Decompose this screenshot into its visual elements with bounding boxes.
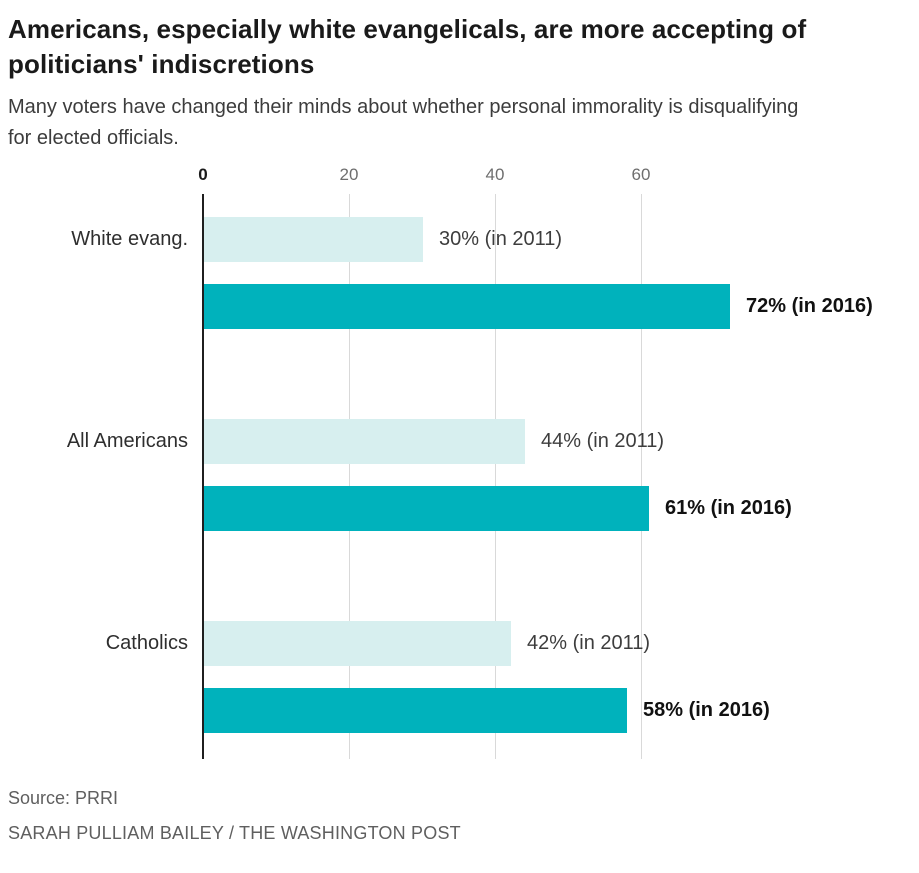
gridline xyxy=(641,194,642,760)
bar-in-2011 xyxy=(204,621,511,667)
value-label: 44% (in 2011) xyxy=(541,430,665,453)
value-label: 58% (in 2016) xyxy=(643,699,770,722)
byline: SARAH PULLIAM BAILEY / THE WASHINGTON PO… xyxy=(8,823,461,844)
x-tick-label: 40 xyxy=(485,165,505,185)
value-label: 30% (in 2011) xyxy=(439,228,563,251)
category-label: All Americans xyxy=(66,430,188,453)
bar-in-2011 xyxy=(204,217,423,263)
bar-chart: 0 20 40 60 White evang. 30% (in 2011) 72% (in … xyxy=(0,164,919,764)
x-tick-label: 60 xyxy=(631,165,651,185)
bar-in-2011 xyxy=(204,419,525,465)
x-tick-label: 0 xyxy=(198,165,208,185)
bar-in-2016 xyxy=(204,688,627,734)
chart-card: Americans, especially white evangelicals… xyxy=(0,12,919,873)
chart-subtitle: Many voters have changed their minds abo… xyxy=(8,96,799,150)
x-tick-label: 20 xyxy=(339,165,359,185)
gridline xyxy=(495,194,496,760)
gridline xyxy=(349,194,350,760)
value-label: 61% (in 2016) xyxy=(665,497,792,520)
bar-in-2016 xyxy=(204,284,730,330)
axis-baseline xyxy=(202,194,204,760)
value-label: 72% (in 2016) xyxy=(746,295,873,318)
category-label: Catholics xyxy=(105,632,188,655)
category-label: White evang. xyxy=(71,228,188,251)
chart-title: Americans, especially white evangelicals… xyxy=(8,14,807,80)
source-note: Source: PRRI xyxy=(8,788,119,809)
bar-in-2016 xyxy=(204,486,649,532)
value-label: 42% (in 2011) xyxy=(527,632,651,655)
